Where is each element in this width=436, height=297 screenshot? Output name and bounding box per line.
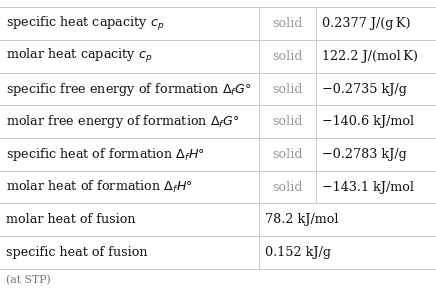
Text: specific heat of formation $\Delta_f H°$: specific heat of formation $\Delta_f H°$ <box>6 146 204 163</box>
Text: molar heat of fusion: molar heat of fusion <box>6 213 135 226</box>
Text: 0.152 kJ/g: 0.152 kJ/g <box>265 246 331 259</box>
Text: 78.2 kJ/mol: 78.2 kJ/mol <box>265 213 339 226</box>
Text: −0.2735 kJ/g: −0.2735 kJ/g <box>322 83 407 96</box>
Text: −143.1 kJ/mol: −143.1 kJ/mol <box>322 181 414 194</box>
Text: solid: solid <box>272 115 303 128</box>
Text: specific heat of fusion: specific heat of fusion <box>6 246 147 259</box>
Text: solid: solid <box>272 17 303 30</box>
Text: specific heat capacity $c_p$: specific heat capacity $c_p$ <box>6 15 164 33</box>
Text: molar heat capacity $c_p$: molar heat capacity $c_p$ <box>6 48 152 65</box>
Text: 0.2377 J/(g K): 0.2377 J/(g K) <box>322 17 410 30</box>
Text: −0.2783 kJ/g: −0.2783 kJ/g <box>322 148 406 161</box>
Text: solid: solid <box>272 83 303 96</box>
Text: 122.2 J/(mol K): 122.2 J/(mol K) <box>322 50 418 63</box>
Text: molar heat of formation $\Delta_f H°$: molar heat of formation $\Delta_f H°$ <box>6 179 193 195</box>
Text: −140.6 kJ/mol: −140.6 kJ/mol <box>322 115 414 128</box>
Text: solid: solid <box>272 181 303 194</box>
Text: solid: solid <box>272 148 303 161</box>
Text: molar free energy of formation $\Delta_f G°$: molar free energy of formation $\Delta_f… <box>6 113 239 130</box>
Text: (at STP): (at STP) <box>6 275 51 285</box>
Text: solid: solid <box>272 50 303 63</box>
Text: specific free energy of formation $\Delta_f G°$: specific free energy of formation $\Delt… <box>6 80 251 98</box>
